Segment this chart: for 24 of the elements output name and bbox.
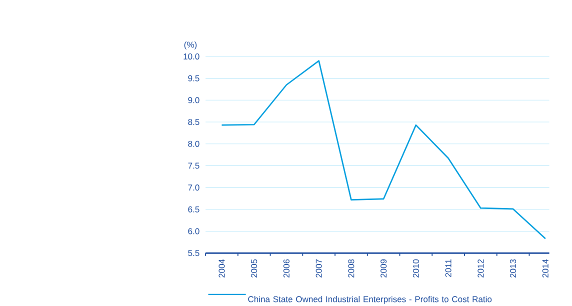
x-tick-label: 2010 xyxy=(412,259,419,278)
line-series xyxy=(221,60,546,240)
y-tick-label: 10.0 xyxy=(184,53,200,60)
x-tick-label: 2012 xyxy=(478,259,484,278)
y-tick-label: 7.5 xyxy=(188,162,200,169)
x-tick-label: 2009 xyxy=(380,259,387,278)
x-tick-label: 2008 xyxy=(348,259,354,278)
y-tick-label: 8.5 xyxy=(188,118,200,125)
x-tick-label: 2007 xyxy=(316,259,322,278)
y-axis-title: (%) xyxy=(184,41,197,50)
x-tick-label: 2013 xyxy=(510,259,516,278)
legend-label: China State Owned Industrial Enterprises - Profits to Cost Ratio xyxy=(248,296,492,304)
x-tick-label: 2014 xyxy=(542,259,548,278)
y-tick-label: 9.5 xyxy=(188,75,200,82)
y-tick-label: 9.0 xyxy=(188,97,200,104)
y-tick-label: 6.5 xyxy=(188,206,200,212)
y-tick-label: 5.5 xyxy=(188,250,200,256)
y-tick-label: 8.0 xyxy=(188,140,200,147)
x-tick-label: 2006 xyxy=(283,259,290,278)
x-tick-label: 2005 xyxy=(251,259,258,278)
x-tick-label: 2011 xyxy=(445,259,452,277)
x-tick-label: 2004 xyxy=(218,259,225,278)
y-tick-label: 6.0 xyxy=(188,228,200,234)
y-tick-label: 7.0 xyxy=(188,184,200,191)
